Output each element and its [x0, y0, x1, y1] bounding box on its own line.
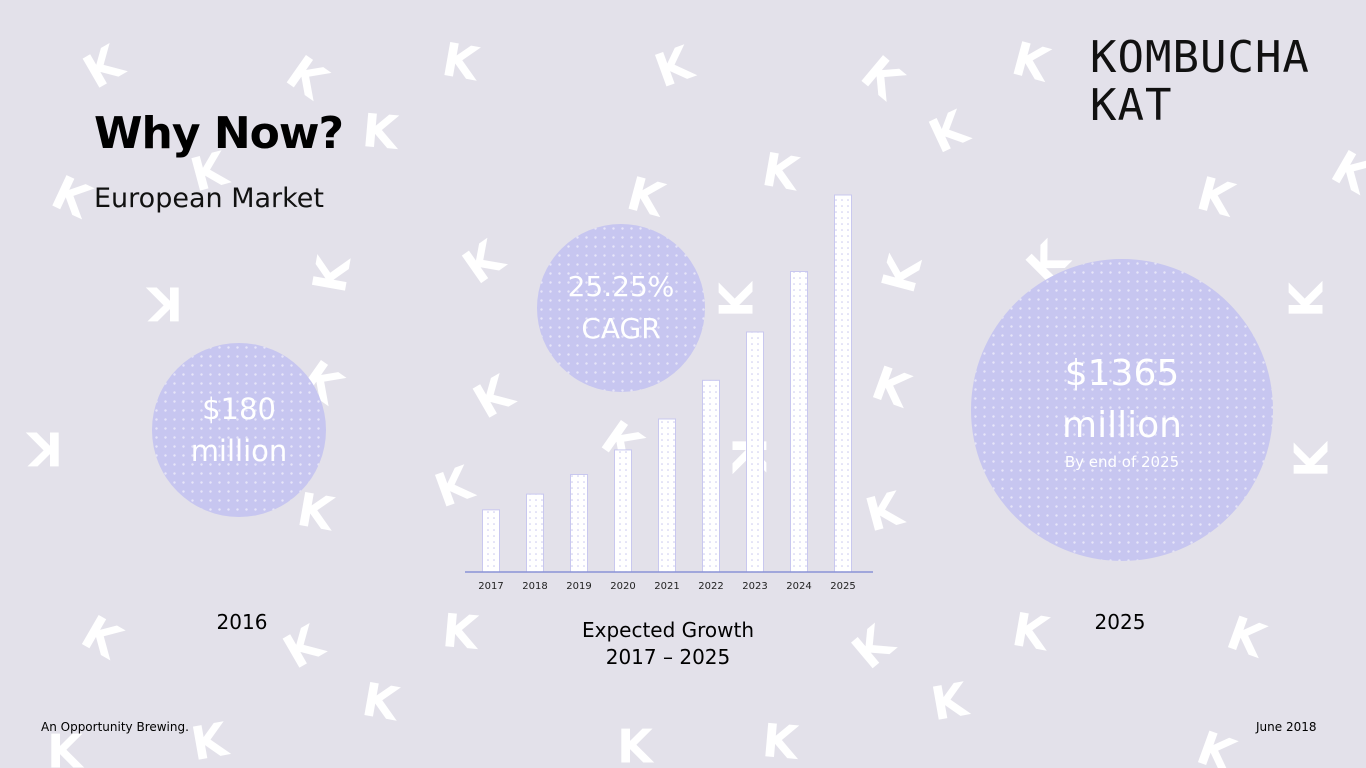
- stat-2016-unit: million: [190, 434, 288, 468]
- bar-2018: [526, 493, 544, 573]
- k-pattern-mark: K: [1280, 280, 1334, 318]
- brand-line-1: KOMBUCHA: [1090, 32, 1310, 83]
- footer-date: June 2018: [1256, 720, 1317, 734]
- stat-bubble-2016: $180 million: [152, 343, 326, 517]
- k-pattern-mark: K: [1285, 440, 1339, 478]
- k-pattern-mark: K: [617, 720, 655, 768]
- x-tick-label: 2022: [698, 581, 723, 592]
- caption-2016: 2016: [216, 610, 268, 634]
- k-pattern-mark: K: [842, 614, 906, 680]
- k-pattern-mark: K: [73, 605, 133, 671]
- k-pattern-mark: K: [648, 34, 702, 98]
- footer-tagline: An Opportunity Brewing.: [41, 720, 189, 734]
- k-pattern-mark: K: [921, 99, 978, 164]
- stat-2016-value: $180: [202, 392, 276, 426]
- x-tick-label: 2024: [786, 581, 811, 592]
- bar-2020: [614, 449, 632, 573]
- k-pattern-mark: K: [1192, 166, 1243, 228]
- stat-2025-note: By end of 2025: [1064, 453, 1180, 471]
- x-tick-label: 2021: [654, 581, 679, 592]
- k-pattern-mark: K: [1323, 140, 1366, 206]
- stat-bubble-2025: $1365 million By end of 2025: [971, 259, 1273, 561]
- k-pattern-mark: K: [47, 725, 85, 768]
- x-tick-label: 2018: [522, 581, 547, 592]
- bar-2025: [834, 194, 852, 573]
- k-pattern-mark: K: [1220, 605, 1274, 669]
- k-pattern-mark: K: [187, 711, 234, 768]
- cagr-bubble: 25.25% CAGR: [537, 224, 705, 392]
- k-pattern-mark: K: [927, 671, 974, 731]
- k-pattern-mark: K: [277, 45, 339, 111]
- k-pattern-mark: K: [851, 45, 915, 111]
- k-pattern-mark: K: [358, 672, 405, 732]
- bar-2023: [746, 331, 764, 573]
- stat-2025-unit: million: [1062, 405, 1182, 446]
- caption-growth-line-2: 2017 – 2025: [605, 645, 731, 669]
- page-subtitle: European Market: [94, 183, 325, 214]
- k-pattern-mark: K: [74, 34, 134, 100]
- x-tick-label: 2025: [830, 581, 855, 592]
- growth-bar-chart: 2017 2018 2019 2020 2021 2022 2023 2024 2025: [465, 194, 873, 592]
- brand-line-2: KAT: [1090, 80, 1173, 131]
- k-pattern-mark: K: [360, 103, 403, 160]
- bar-2017: [482, 509, 500, 573]
- x-tick-label: 2020: [610, 581, 635, 592]
- bar-2024: [790, 271, 808, 573]
- k-pattern-mark: K: [438, 32, 485, 92]
- k-pattern-mark: K: [25, 422, 63, 476]
- k-pattern-mark: K: [1008, 602, 1055, 662]
- k-pattern-mark: K: [1190, 720, 1244, 768]
- x-tick-label: 2019: [566, 581, 591, 592]
- cagr-label: CAGR: [581, 312, 661, 345]
- k-pattern-mark: K: [145, 277, 183, 331]
- k-pattern-mark: K: [440, 603, 483, 660]
- caption-expected-growth: Expected Growth 2017 – 2025: [558, 617, 778, 671]
- k-pattern-mark: K: [302, 250, 362, 297]
- stat-2025-value: $1365: [1064, 353, 1180, 394]
- page-title: Why Now?: [94, 108, 344, 159]
- x-tick-label: 2017: [478, 581, 503, 592]
- brand-logo: KOMBUCHA KAT: [1090, 34, 1310, 130]
- bar-2022: [702, 379, 720, 573]
- cagr-value: 25.25%: [567, 270, 675, 303]
- k-pattern-mark: K: [710, 280, 764, 318]
- caption-growth-line-1: Expected Growth: [581, 618, 755, 642]
- x-tick-label: 2023: [742, 581, 767, 592]
- k-pattern-mark: K: [760, 713, 803, 768]
- k-pattern-mark: K: [1007, 31, 1058, 93]
- k-pattern-mark: K: [44, 165, 101, 230]
- bar-2019: [570, 474, 588, 573]
- bar-2021: [658, 418, 676, 573]
- caption-2025: 2025: [1094, 610, 1146, 634]
